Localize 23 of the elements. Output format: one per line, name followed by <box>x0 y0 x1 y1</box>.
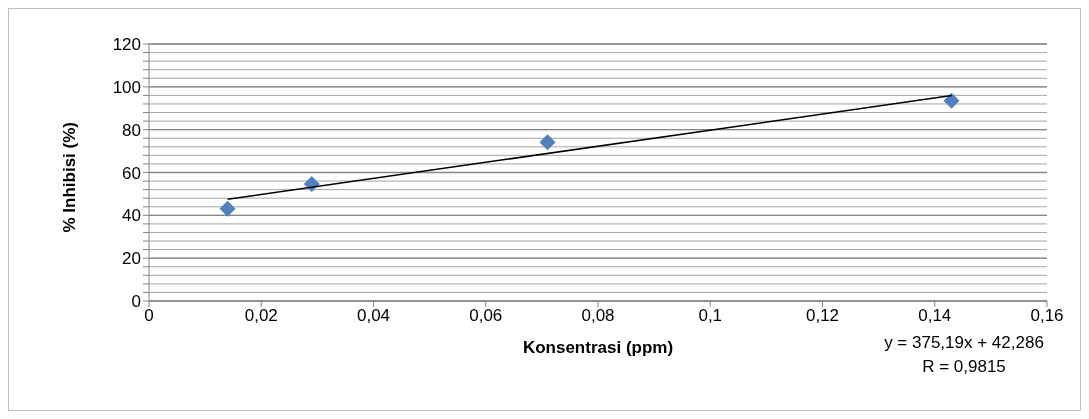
y-tick-label: 0 <box>131 292 141 312</box>
x-tick-label: 0,06 <box>469 306 503 326</box>
y-tick-label: 80 <box>122 120 141 140</box>
y-tick-label: 120 <box>112 35 141 55</box>
x-tick-label: 0,14 <box>918 306 952 326</box>
x-axis-title: Konsentrasi (ppm) <box>522 338 674 357</box>
x-tick-label: 0,08 <box>581 306 615 326</box>
x-tick-label: 0,04 <box>356 306 391 326</box>
x-tick-label: 0 <box>144 306 154 326</box>
x-tick-label: 0,12 <box>805 306 840 326</box>
text: y = 375,19x + 42,286 <box>883 332 1045 354</box>
x-tick-label: 0,1 <box>698 306 723 326</box>
y-tick-label: 100 <box>112 77 141 97</box>
y-tick-label: 20 <box>122 249 141 269</box>
y-tick-label: 40 <box>122 206 141 226</box>
x-tick-label: 0,16 <box>1030 306 1064 326</box>
point <box>943 92 960 109</box>
text: R = 0,9815 <box>921 356 1007 378</box>
point <box>539 134 556 151</box>
point <box>219 200 236 217</box>
y-tick-label: 60 <box>122 163 141 183</box>
y-axis-title: % Inhibisi (%) <box>60 122 80 233</box>
x-tick-label: 0,02 <box>244 306 278 326</box>
